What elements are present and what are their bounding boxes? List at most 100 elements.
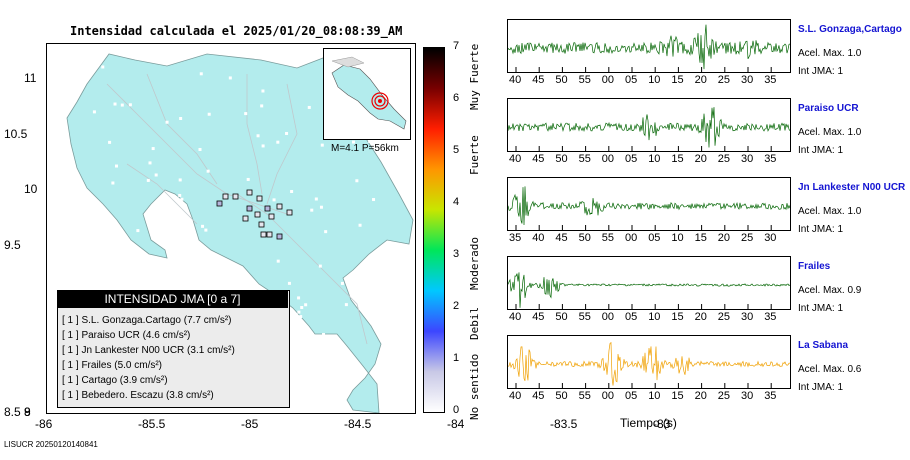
station-dot: [276, 259, 280, 263]
intensity-station: [246, 189, 253, 196]
station-dot: [205, 253, 209, 257]
intensity-station: [232, 193, 239, 200]
station-dot: [298, 339, 302, 343]
legend-row: [ 1 ] Frailes (5.0 cm/s²): [62, 360, 163, 371]
x-tick-label: 25: [717, 153, 731, 165]
x-tick-label: 00: [625, 232, 638, 244]
seismogram-trace: [507, 341, 791, 386]
station-dot: [154, 173, 158, 177]
intensity-legend: [57, 290, 290, 408]
x-tick-label: 05: [625, 311, 638, 323]
x-tick-label: 50: [555, 311, 568, 323]
lat-tick-label: 9: [24, 405, 31, 419]
station-dot: [372, 198, 376, 202]
station-dot: [207, 112, 211, 116]
x-tick-label: 15: [671, 153, 684, 165]
intensity-station: [260, 231, 267, 238]
station-dot: [261, 89, 265, 93]
x-tick-label: 40: [509, 311, 522, 323]
inset-magnitude-label: M=4.1 P=56km: [331, 143, 399, 154]
jma-intensity-label: Int JMA: 1: [798, 224, 844, 235]
x-tick-label: 20: [717, 232, 731, 244]
x-tick-label: 55: [601, 232, 615, 244]
jma-intensity-label: Int JMA: 1: [798, 66, 844, 77]
lat-tick-label: 8: [24, 405, 31, 419]
x-tick-label: 20: [694, 153, 707, 165]
station-dot: [297, 296, 301, 300]
x-tick-label: 45: [532, 153, 545, 165]
seismogram-panel: [507, 98, 791, 152]
station-dot: [318, 264, 322, 268]
acel-max-label: Acel. Max. 1.0: [798, 48, 862, 59]
station-dot: [246, 177, 250, 181]
intensity-station: [222, 193, 229, 200]
station-dot: [351, 140, 355, 144]
station-dot: [189, 242, 193, 246]
station-dot: [304, 303, 308, 307]
intensity-station: [256, 195, 263, 202]
x-tick-label: 20: [694, 390, 707, 402]
station-dot: [201, 224, 205, 228]
station-name: La Sabana: [798, 340, 849, 351]
station-dot: [146, 178, 150, 182]
colorbar-category: Muy Fuerte: [468, 43, 481, 110]
station-dot: [298, 353, 302, 357]
station-dot: [128, 103, 132, 107]
intensity-station: [268, 213, 275, 220]
x-tick-label: 10: [648, 390, 661, 402]
x-tick-label: 40: [509, 74, 522, 86]
station-dot: [101, 65, 105, 69]
jma-intensity-label: Int JMA: 1: [798, 145, 844, 156]
station-dot: [356, 267, 360, 271]
station-name: Frailes: [798, 261, 831, 272]
x-tick-label: 50: [578, 232, 591, 244]
station-dot: [300, 329, 304, 333]
x-tick-label: 30: [741, 74, 754, 86]
intensity-station: [266, 231, 273, 238]
x-tick-label: 05: [625, 153, 638, 165]
x-tick-label: 45: [532, 390, 545, 402]
legend-row: [ 1 ] Cartago (3.9 cm/s²): [62, 375, 168, 386]
colorbar-tick: 2: [453, 300, 460, 312]
x-tick-label: 00: [601, 390, 615, 402]
x-tick-label: 35: [509, 232, 522, 244]
x-tick-label: 40: [509, 390, 522, 402]
intensity-station: [254, 211, 261, 218]
station-dot: [260, 104, 264, 108]
x-tick-label: 15: [671, 311, 684, 323]
station-dot: [178, 178, 182, 182]
station-dot: [340, 281, 344, 285]
lat-tick-label: 9.5: [4, 237, 21, 252]
x-tick-label: 15: [694, 232, 707, 244]
station-dot: [355, 179, 359, 183]
intensity-station: [258, 221, 265, 228]
x-tick-label: 55: [578, 390, 591, 402]
x-tick-label: 40: [509, 153, 522, 165]
jma-intensity-label: Int JMA: 1: [798, 303, 844, 314]
station-dot: [120, 103, 124, 107]
seismogram-panel: [507, 256, 791, 310]
intensity-station: [286, 209, 293, 216]
x-tick-label: 10: [648, 74, 661, 86]
station-dot: [299, 315, 303, 319]
colorbar-tick: 6: [453, 92, 460, 104]
lon-tick-label: -84: [447, 417, 465, 431]
intensity-station: [216, 200, 223, 207]
x-tick-label: 10: [671, 232, 684, 244]
lon-tick-label: -83: [653, 417, 671, 431]
colorbar-category: Moderado: [468, 237, 481, 290]
station-name: Paraiso UCR: [798, 103, 859, 114]
intensity-station: [264, 205, 271, 212]
colorbar-tick: 4: [453, 196, 460, 208]
station-dot: [228, 76, 232, 80]
colorbar-tick: 1: [453, 352, 460, 364]
x-tick-label: 40: [532, 232, 545, 244]
x-tick-label: 05: [625, 74, 638, 86]
lon-tick-label: -85: [241, 417, 259, 431]
x-tick-label: 10: [648, 153, 661, 165]
station-dot: [372, 311, 376, 315]
acel-max-label: Acel. Max. 1.0: [798, 127, 862, 138]
x-tick-label: 25: [717, 390, 731, 402]
station-dot: [92, 110, 96, 114]
station-dot: [199, 72, 203, 76]
